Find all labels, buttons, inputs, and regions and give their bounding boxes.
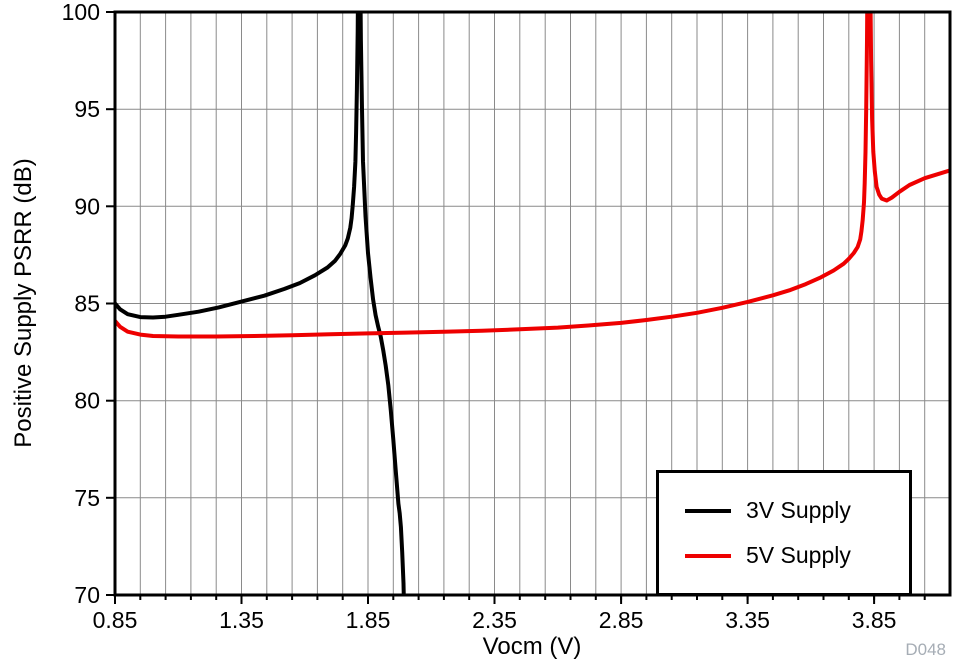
y-tick-label: 70 [74, 582, 100, 608]
tick-labels: 0.85 1.35 1.85 2.35 2.85 3.35 3.85 70 75 80 85 90 95… [62, 0, 897, 633]
y-axis-title: Positive Supply PSRR (dB) [10, 158, 37, 448]
series-line-5v-supply [115, 12, 950, 339]
x-tick-label: 3.85 [852, 607, 897, 633]
y-tick-label: 75 [74, 485, 100, 511]
x-tick-label: 1.35 [219, 607, 264, 633]
legend: 3V Supply 5V Supply [656, 470, 912, 596]
legend-item-3v: 3V Supply [685, 497, 909, 524]
x-tick-label: 1.85 [346, 607, 391, 633]
legend-line-sample-5v [685, 553, 731, 558]
x-tick-label: 3.35 [725, 607, 770, 633]
y-tick-label: 90 [74, 193, 100, 219]
legend-label-3v: 3V Supply [746, 497, 851, 523]
y-tick-label: 85 [74, 291, 100, 317]
legend-label-5v: 5V Supply [746, 542, 851, 568]
axis-ticks [106, 11, 926, 604]
series-line-3v-supply [115, 12, 406, 595]
y-tick-label: 80 [74, 388, 100, 414]
figure-code: D048 [905, 640, 946, 659]
y-tick-label: 100 [62, 0, 100, 25]
legend-line-sample-3v [685, 508, 731, 513]
y-tick-label: 95 [74, 96, 100, 122]
x-tick-label: 2.85 [599, 607, 644, 633]
x-axis-title: Vocm (V) [482, 633, 582, 660]
x-tick-label: 0.85 [93, 607, 138, 633]
x-tick-label: 2.35 [472, 607, 517, 633]
legend-item-5v: 5V Supply [685, 542, 909, 569]
